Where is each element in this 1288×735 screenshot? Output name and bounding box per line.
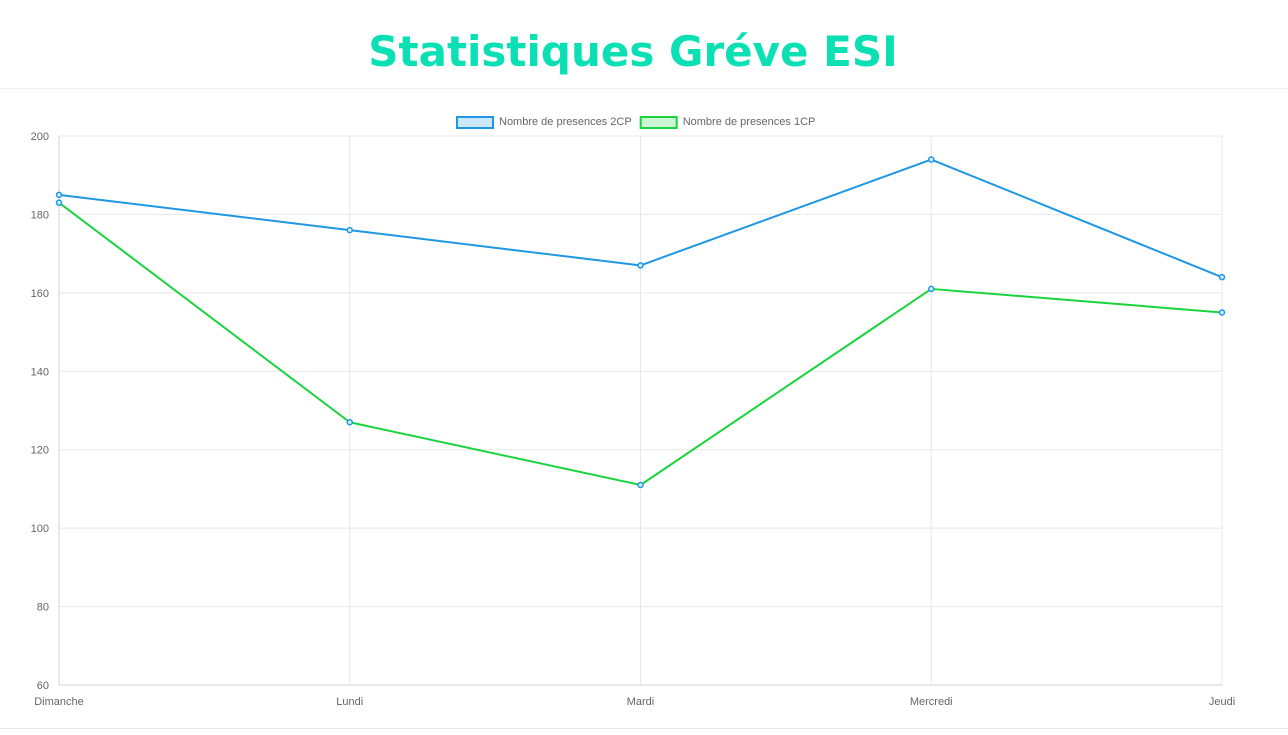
series-lines — [55, 156, 1226, 489]
y-tick-label: 160 — [31, 288, 49, 300]
y-tick-label: 80 — [37, 602, 49, 614]
x-tick-label: Lundi — [336, 696, 363, 708]
data-point — [346, 419, 353, 426]
y-tick-label: 200 — [31, 131, 49, 143]
legend-swatch — [639, 116, 678, 129]
legend-swatch — [456, 116, 494, 129]
x-tick-label: Jeudi — [1209, 696, 1235, 708]
legend-item[interactable]: Nombre de presences 2CP — [456, 116, 632, 129]
data-point — [1218, 309, 1226, 316]
x-tick-label: Mercredi — [910, 696, 953, 708]
grid-lines — [59, 135, 1223, 685]
data-point — [928, 156, 935, 163]
y-tick-label: 120 — [31, 445, 49, 457]
x-tick-label: Mardi — [627, 696, 655, 708]
legend-item[interactable]: Nombre de presences 1CP — [639, 116, 816, 129]
line-chart: 60 80 100 120 140 160 180 200 Dimanche Lundi Mard… — [31, 116, 1235, 708]
y-tick-label: 140 — [31, 366, 49, 378]
y-tick-label: 180 — [31, 209, 49, 221]
data-point — [55, 191, 63, 199]
legend-label: Nombre de presences 2CP — [499, 116, 632, 128]
data-point — [55, 199, 63, 206]
data-point — [637, 262, 644, 269]
chart-container: 60 80 100 120 140 160 180 200 Dimanche Lundi Mard… — [0, 90, 1288, 730]
page-header: Statistiques Gréve ESI — [0, 0, 1288, 89]
x-tick-labels: Dimanche Lundi Mardi Mercredi Jeudi — [34, 696, 1235, 708]
data-point — [928, 285, 935, 293]
page-title: Statistiques Gréve ESI — [368, 27, 898, 76]
legend[interactable]: Nombre de presences 2CP Nombre de presenc… — [456, 116, 816, 129]
legend-label: Nombre de presences 1CP — [683, 116, 816, 128]
data-point — [1218, 273, 1226, 281]
x-tick-label: Dimanche — [34, 696, 84, 708]
y-tick-label: 60 — [37, 680, 49, 692]
bottom-divider — [0, 728, 1288, 729]
axes — [58, 136, 1222, 686]
y-tick-labels: 60 80 100 120 140 160 180 200 — [31, 131, 49, 692]
data-point — [637, 481, 644, 489]
y-tick-label: 100 — [31, 523, 49, 535]
data-point — [346, 226, 353, 234]
